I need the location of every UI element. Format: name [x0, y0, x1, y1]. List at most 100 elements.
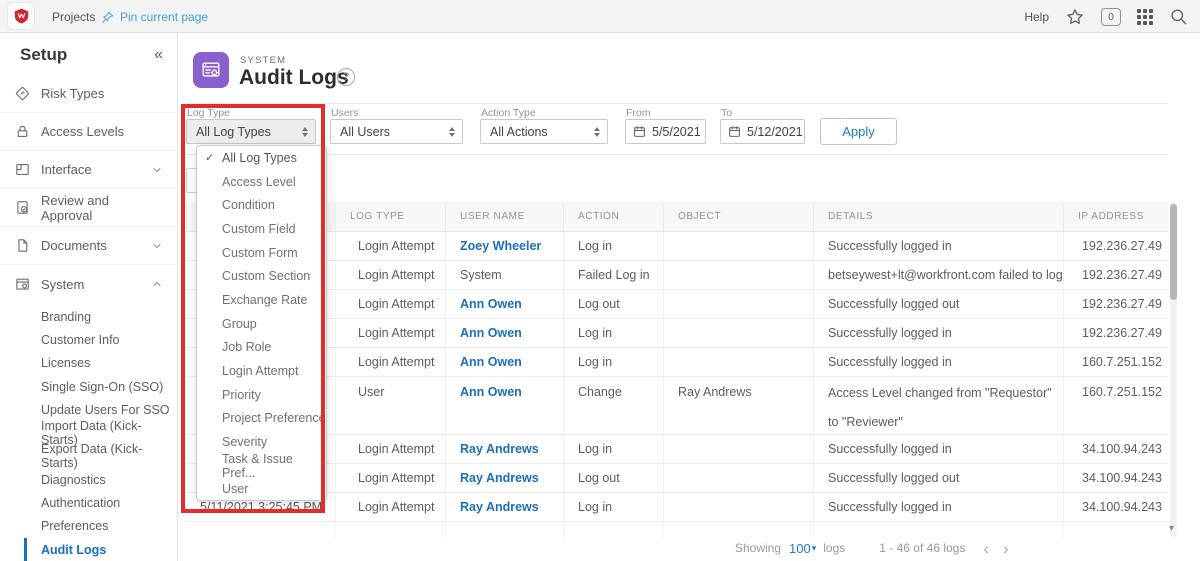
cell-user-name[interactable]: System [445, 261, 563, 289]
check-icon: ✓ [205, 152, 215, 165]
sidebar-subitem[interactable]: Export Data (Kick-Starts) [0, 442, 177, 470]
dropdown-option[interactable]: ✓ Priority [197, 383, 326, 407]
workfront-logo[interactable] [8, 3, 34, 29]
cell-object: Ray Andrews [663, 377, 813, 437]
table-header-row: LOG TYPE USER NAME ACTION OBJECT DETAILS… [186, 202, 1168, 232]
cell-user-name[interactable]: Zoey Wheeler [445, 232, 563, 260]
cell-user-name[interactable]: Ray Andrews [445, 464, 563, 492]
dropdown-option[interactable]: ✓ Task & Issue Pref... [197, 452, 326, 480]
table-row[interactable]: Login Attempt Ray Andrews Log out Succes… [186, 464, 1168, 493]
sidebar-subitem[interactable]: Diagnostics [0, 468, 177, 491]
collapse-sidebar-icon[interactable]: « [154, 46, 163, 63]
table-scrollbar-track[interactable] [1170, 202, 1177, 537]
dropdown-option[interactable]: ✓ Condition [197, 193, 326, 217]
column-header[interactable] [186, 202, 335, 231]
from-label: From [626, 107, 651, 119]
dropdown-option[interactable]: ✓ Group [197, 312, 326, 336]
dropdown-option[interactable]: ✓ Severity [197, 430, 326, 454]
table-row[interactable]: Login Attempt Ann Owen Log in Successful… [186, 319, 1168, 348]
favorites-star-icon[interactable] [1065, 7, 1085, 27]
dropdown-option[interactable]: ✓ Custom Form [197, 241, 326, 265]
column-header[interactable]: OBJECT [663, 202, 813, 231]
column-header[interactable]: LOG TYPE [335, 202, 445, 231]
sidebar-item-access-levels[interactable]: Access Levels [0, 113, 177, 151]
action-type-select[interactable]: All Actions [480, 119, 608, 144]
sidebar-subitem[interactable]: Audit Logs [0, 537, 177, 561]
table-row[interactable]: User Ann Owen Change Ray Andrews Access … [186, 377, 1168, 437]
dropdown-option[interactable]: ✓ Custom Field [197, 217, 326, 241]
cell-user-name[interactable]: Ann Owen [445, 377, 563, 437]
users-select[interactable]: All Users [330, 119, 463, 144]
sidebar-subitem[interactable]: Customer Info [0, 328, 177, 351]
column-header[interactable]: ACTION [563, 202, 663, 231]
sidebar-subitem[interactable]: Update Users For SSO [0, 398, 177, 421]
range-text: 1 - 46 of 46 logs [879, 541, 966, 555]
log-type-select[interactable]: All Log Types [186, 119, 316, 144]
cell-user-name[interactable]: Ray Andrews [445, 435, 563, 463]
table-row[interactable]: Login Attempt Ray Andrews Log in Success… [186, 435, 1168, 464]
cell-user-name[interactable]: Ann Owen [445, 290, 563, 318]
search-icon[interactable] [1169, 7, 1188, 26]
sidebar-subitem-label: Update Users For SSO [41, 402, 170, 417]
table-scrollbar-thumb[interactable] [1170, 204, 1177, 300]
page-title: Audit Logs [239, 66, 349, 89]
dropdown-option[interactable]: ✓ Custom Section [197, 264, 326, 288]
sidebar-subitem[interactable]: Authentication [0, 491, 177, 514]
cell-details: Successfully logged in [813, 319, 1063, 347]
cell-action: Log in [563, 232, 663, 260]
dropdown-option[interactable]: ✓ Login Attempt [197, 359, 326, 383]
cell-details: betseywest+lt@workfront.com failed to lo… [813, 261, 1063, 289]
apply-button[interactable]: Apply [820, 118, 897, 145]
page-size-dropdown[interactable]: 100 ▾ [789, 541, 816, 556]
dropdown-option-label: All Log Types [222, 150, 297, 165]
app-launcher-icon[interactable] [1137, 8, 1153, 25]
notifications-badge[interactable]: 0 [1101, 7, 1121, 26]
to-date-input[interactable]: 5/12/2021 [720, 119, 805, 144]
previous-page-button[interactable]: ‹ [983, 538, 990, 558]
cell-user-name[interactable]: Ann Owen [445, 319, 563, 347]
sidebar-subitem[interactable]: Licenses [0, 352, 177, 375]
from-date-input[interactable]: 5/5/2021 [625, 119, 706, 144]
table-row[interactable]: Login Attempt Ann Owen Log in Successful… [186, 348, 1168, 377]
sidebar-subitem[interactable]: Import Data (Kick-Starts) [0, 419, 177, 447]
sidebar-subitem[interactable]: Preferences [0, 515, 177, 538]
tab-projects[interactable]: Projects [52, 9, 96, 24]
dropdown-option[interactable]: ✓ Project Preference [197, 407, 326, 431]
sidebar-item-system[interactable]: System [0, 265, 177, 303]
table-row[interactable]: Login Attempt Ann Owen Log out Successfu… [186, 290, 1168, 319]
column-header[interactable]: DETAILS [813, 202, 1063, 231]
table-row[interactable]: 5/11/2021 3:25:45 PM Login Attempt Ray A… [186, 493, 1168, 522]
column-header[interactable]: IP ADDRESS [1063, 202, 1168, 231]
help-link[interactable]: Help [1024, 9, 1049, 24]
sidebar-item-interface[interactable]: Interface [0, 151, 177, 189]
cell-log-type: Login Attempt [335, 464, 445, 492]
cell-log-type: Login Attempt [335, 493, 445, 521]
next-page-button[interactable]: › [1003, 538, 1009, 558]
sidebar-item-risk-types[interactable]: Risk Types [0, 75, 177, 113]
dropdown-option-label: Custom Section [222, 269, 311, 284]
sidebar-nav: Risk Types Access Levels Interface [0, 75, 177, 303]
dropdown-option[interactable]: ✓ Exchange Rate [197, 288, 326, 312]
dropdown-option[interactable]: ✓ User [197, 478, 326, 500]
dropdown-option[interactable]: ✓ All Log Types [197, 146, 326, 170]
chevron-down-icon [151, 240, 163, 252]
sidebar-item-label: Risk Types [41, 86, 105, 101]
cell-action: Log out [563, 290, 663, 318]
dropdown-option[interactable]: ✓ Access Level [197, 170, 326, 194]
sidebar-subitem[interactable]: Single Sign-On (SSO) [0, 375, 177, 398]
cell-user-name[interactable]: Ray Andrews [445, 493, 563, 521]
cell-details: Successfully logged in [813, 435, 1063, 463]
sidebar-item-documents[interactable]: Documents [0, 227, 177, 265]
pin-current-page-button[interactable]: Pin current page [101, 0, 208, 33]
dropdown-option[interactable]: ✓ Job Role [197, 336, 326, 360]
page-help-icon[interactable]: ? [337, 68, 355, 86]
cell-log-type: Login Attempt [335, 261, 445, 289]
sidebar-subitem[interactable]: Branding [0, 305, 177, 328]
table-row[interactable]: Login Attempt System Failed Log in betse… [186, 261, 1168, 290]
column-header[interactable]: USER NAME [445, 202, 563, 231]
cell-log-type: Login Attempt [335, 232, 445, 260]
sidebar-item-review-and-approval[interactable]: Review and Approval [0, 189, 177, 227]
scroll-down-arrow-icon[interactable]: ▾ [1169, 523, 1175, 534]
cell-user-name[interactable]: Ann Owen [445, 348, 563, 376]
table-row[interactable]: Login Attempt Zoey Wheeler Log in Succes… [186, 232, 1168, 261]
